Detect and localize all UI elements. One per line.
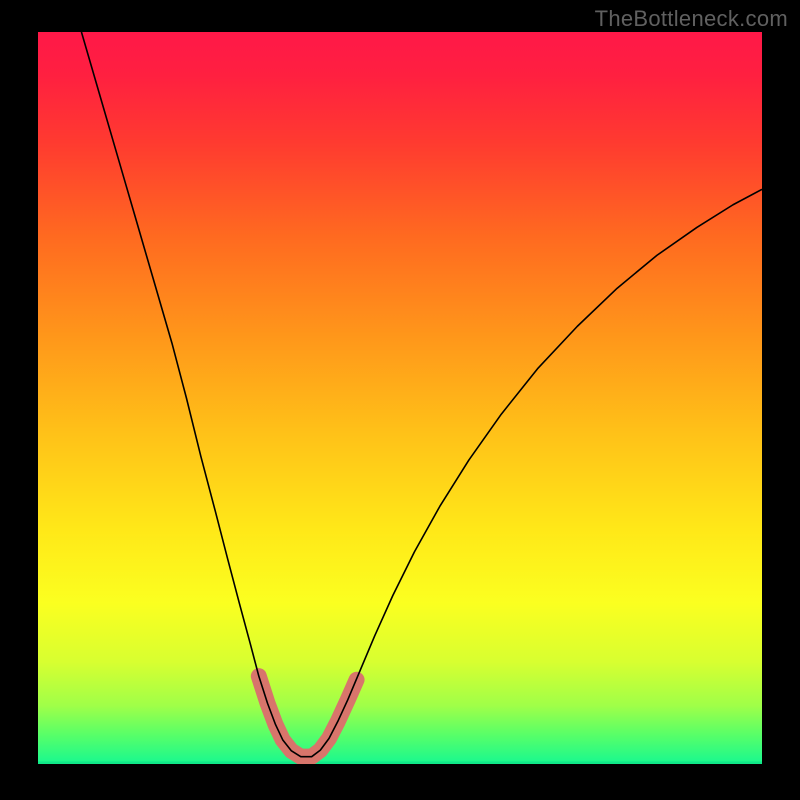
watermark-text: TheBottleneck.com: [595, 6, 788, 32]
bottleneck-chart: [38, 32, 762, 764]
stage: TheBottleneck.com: [0, 0, 800, 800]
gradient-background: [38, 32, 762, 764]
